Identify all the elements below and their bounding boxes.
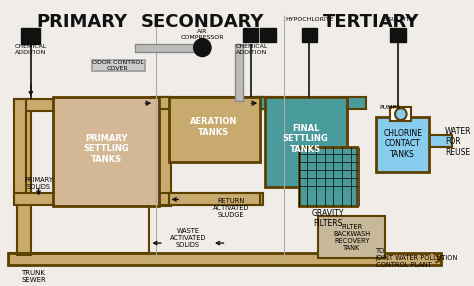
Bar	[301, 28, 317, 42]
Bar	[318, 216, 385, 258]
Text: TRUNK
SEWER: TRUNK SEWER	[21, 270, 46, 283]
Text: HYPOCHLORITE: HYPOCHLORITE	[285, 17, 334, 22]
Text: AERATION
TANKS: AERATION TANKS	[190, 117, 237, 137]
Bar	[169, 97, 260, 162]
Text: PUMPS: PUMPS	[380, 105, 401, 110]
Bar	[257, 97, 269, 109]
Bar	[14, 99, 161, 111]
Circle shape	[194, 39, 211, 57]
Text: PRIMARY
SETTLING
TANKS: PRIMARY SETTLING TANKS	[83, 134, 129, 164]
Text: SECONDARY: SECONDARY	[141, 13, 264, 31]
Bar	[18, 104, 31, 255]
Bar	[135, 44, 207, 51]
Text: TERTIARY: TERTIARY	[323, 13, 419, 31]
Bar	[151, 97, 173, 109]
Bar	[390, 28, 406, 42]
Text: FINAL
SETTLING
TANKS: FINAL SETTLING TANKS	[283, 124, 328, 154]
Bar	[8, 253, 441, 265]
Bar	[14, 99, 26, 198]
Text: FILTER
BACKWASH
RECOVERY
TANK: FILTER BACKWASH RECOVERY TANK	[333, 224, 370, 251]
Bar	[21, 28, 40, 44]
Text: PRIMARY: PRIMARY	[36, 13, 128, 31]
Bar	[299, 147, 356, 206]
Text: ODOR CONTROL
COVER: ODOR CONTROL COVER	[91, 60, 144, 71]
Text: BISULFITE: BISULFITE	[383, 17, 414, 22]
Text: GRAVITY
FILTERS: GRAVITY FILTERS	[311, 208, 344, 228]
Bar	[157, 97, 263, 109]
Bar	[376, 117, 429, 172]
Bar	[255, 97, 366, 109]
Bar	[265, 97, 347, 186]
Bar	[390, 107, 411, 121]
Bar	[53, 97, 159, 206]
Bar	[14, 194, 161, 205]
Text: CHEMICAL
ADDITION: CHEMICAL ADDITION	[15, 44, 47, 55]
Text: PRIMARY
SOLIDS: PRIMARY SOLIDS	[24, 177, 53, 190]
Text: WATER
FOR
REUSE: WATER FOR REUSE	[445, 127, 472, 157]
Bar	[235, 44, 243, 101]
Circle shape	[395, 108, 407, 120]
Text: AIR
COMPRESSOR: AIR COMPRESSOR	[181, 29, 224, 40]
Bar	[91, 59, 145, 72]
Text: RETURN
ACTIVATED
SLUDGE: RETURN ACTIVATED SLUDGE	[213, 198, 249, 219]
Bar	[260, 28, 275, 42]
Bar	[169, 194, 260, 205]
Bar	[425, 135, 452, 147]
Bar	[255, 97, 269, 109]
Bar	[157, 97, 171, 206]
Text: CHEMICAL
ADDITION: CHEMICAL ADDITION	[235, 44, 268, 55]
Text: CHLORINE
CONTACT
TANKS: CHLORINE CONTACT TANKS	[383, 129, 422, 159]
Bar	[243, 28, 258, 42]
Bar	[157, 194, 263, 205]
Text: TO
JOINT WATER POLLUTION
CONTROL PLANT: TO JOINT WATER POLLUTION CONTROL PLANT	[376, 248, 458, 268]
Text: WASTE
ACTIVATED
SOLIDS: WASTE ACTIVATED SOLIDS	[170, 228, 206, 248]
